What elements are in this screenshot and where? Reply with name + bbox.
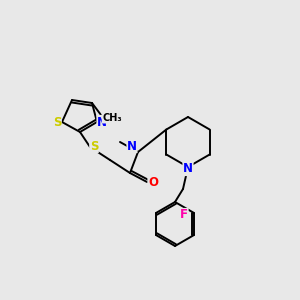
Text: CH₃: CH₃ — [102, 113, 122, 123]
Text: S: S — [53, 116, 61, 128]
Text: F: F — [180, 208, 188, 221]
Text: N: N — [97, 116, 107, 128]
Text: N: N — [127, 140, 137, 152]
Text: O: O — [148, 176, 158, 190]
Text: S: S — [90, 140, 98, 152]
Text: N: N — [183, 163, 193, 176]
